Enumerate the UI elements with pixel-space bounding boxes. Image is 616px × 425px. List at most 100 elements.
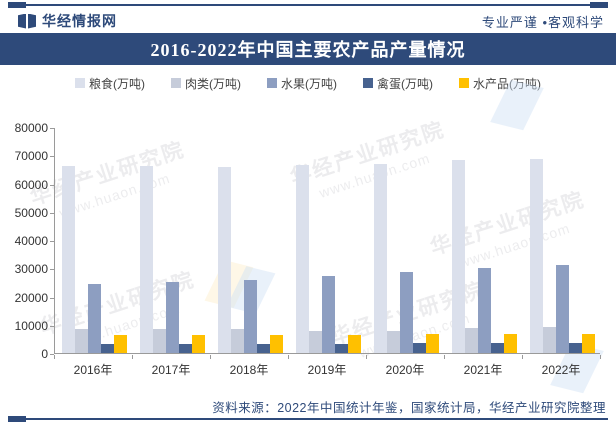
y-tick-mark bbox=[50, 156, 54, 158]
x-axis-label: 2022年 bbox=[541, 363, 581, 377]
bar-水产品(万吨)-2021年 bbox=[503, 334, 517, 353]
bar-肉类(万吨)-2017年 bbox=[152, 329, 166, 353]
bar-禽蛋(万吨)-2020年 bbox=[412, 343, 426, 353]
top-rule-right-cap bbox=[590, 2, 608, 8]
bar-肉类(万吨)-2016年 bbox=[74, 329, 88, 353]
top-rule-left-cap bbox=[8, 2, 26, 8]
bar-禽蛋(万吨)-2021年 bbox=[490, 343, 504, 353]
bar-水产品(万吨)-2016年 bbox=[113, 335, 127, 353]
bar-水产品(万吨)-2022年 bbox=[581, 334, 595, 353]
bar-粮食(万吨)-2022年 bbox=[529, 159, 543, 353]
bar-肉类(万吨)-2022年 bbox=[542, 327, 556, 353]
bar-水果(万吨)-2018年 bbox=[243, 280, 257, 353]
top-rule bbox=[8, 4, 608, 6]
bar-group bbox=[289, 128, 367, 353]
bar-水果(万吨)-2022年 bbox=[555, 265, 569, 353]
x-tick-mark bbox=[600, 355, 601, 359]
y-tick-mark bbox=[50, 212, 54, 214]
legend-label: 禽蛋(万吨) bbox=[377, 76, 433, 91]
x-tick-mark bbox=[288, 355, 289, 359]
bar-group bbox=[445, 128, 523, 353]
y-tick-mark bbox=[50, 128, 54, 129]
bar-水产品(万吨)-2019年 bbox=[347, 335, 361, 353]
legend-label: 水果(万吨) bbox=[281, 76, 337, 91]
x-axis-label: 2021年 bbox=[463, 363, 503, 377]
title-banner: 2016-2022年中国主要农产品产量情况 bbox=[0, 33, 616, 65]
y-tick-mark bbox=[50, 325, 54, 327]
x-tick-mark bbox=[210, 355, 211, 359]
bar-肉类(万吨)-2018年 bbox=[230, 329, 244, 353]
y-tick-label: 10000 bbox=[14, 318, 48, 333]
chart-title: 2016-2022年中国主要农产品产量情况 bbox=[150, 40, 466, 60]
header-slogan: 专业严谨 •客观科学 bbox=[481, 14, 604, 30]
bar-肉类(万吨)-2020年 bbox=[386, 331, 400, 353]
y-tick-mark bbox=[50, 241, 54, 242]
legend-label: 粮食(万吨) bbox=[89, 76, 145, 91]
bar-禽蛋(万吨)-2018年 bbox=[256, 344, 270, 353]
y-tick-label: 50000 bbox=[14, 205, 48, 220]
x-tick-mark bbox=[522, 355, 523, 359]
bar-水果(万吨)-2021年 bbox=[477, 268, 491, 353]
bar-禽蛋(万吨)-2022年 bbox=[568, 343, 582, 353]
bar-粮食(万吨)-2020年 bbox=[373, 164, 387, 353]
bar-水产品(万吨)-2017年 bbox=[191, 335, 205, 353]
legend-swatch bbox=[459, 78, 469, 88]
bar-水果(万吨)-2019年 bbox=[321, 276, 335, 353]
huajing-logo-icon bbox=[18, 13, 36, 29]
legend-swatch bbox=[363, 78, 373, 88]
bar-水产品(万吨)-2018年 bbox=[269, 335, 283, 353]
header: 华经情报网 专业严谨 •客观科学 bbox=[18, 10, 604, 32]
bar-group bbox=[367, 128, 445, 353]
y-tick-label: 60000 bbox=[14, 177, 48, 192]
bar-group bbox=[523, 128, 601, 353]
legend-swatch bbox=[171, 78, 181, 88]
x-tick-mark bbox=[54, 355, 55, 359]
legend-item: 禽蛋(万吨) bbox=[363, 75, 433, 92]
bar-肉类(万吨)-2021年 bbox=[464, 328, 478, 353]
legend-label: 肉类(万吨) bbox=[185, 76, 241, 91]
legend-item: 粮食(万吨) bbox=[75, 75, 145, 92]
y-tick-label: 0 bbox=[41, 347, 48, 361]
bar-禽蛋(万吨)-2019年 bbox=[334, 344, 348, 353]
bar-group bbox=[211, 128, 289, 353]
bottom-rule bbox=[8, 418, 608, 420]
legend-swatch bbox=[267, 78, 277, 88]
bar-粮食(万吨)-2018年 bbox=[217, 167, 231, 353]
y-tick-label: 30000 bbox=[14, 262, 48, 277]
brand-block: 华经情报网 bbox=[18, 11, 117, 31]
bar-粮食(万吨)-2019年 bbox=[295, 165, 309, 353]
bar-group bbox=[133, 128, 211, 353]
x-axis-label: 2020年 bbox=[385, 363, 425, 377]
source-note: 资料来源：2022年中国统计年鉴，国家统计局，华经产业研究院整理 bbox=[212, 401, 606, 415]
bar-禽蛋(万吨)-2016年 bbox=[100, 344, 114, 353]
legend-swatch bbox=[75, 78, 85, 88]
legend-item: 水产品(万吨) bbox=[459, 75, 541, 92]
brand-name: 华经情报网 bbox=[42, 13, 117, 29]
x-axis-label: 2017年 bbox=[151, 363, 191, 377]
bar-group bbox=[55, 128, 133, 353]
x-tick-mark bbox=[366, 355, 367, 359]
bar-水果(万吨)-2020年 bbox=[399, 272, 413, 353]
x-tick-mark bbox=[132, 355, 133, 359]
x-axis-label: 2018年 bbox=[229, 363, 269, 377]
x-axis-label: 2019年 bbox=[307, 363, 347, 377]
y-tick-mark bbox=[50, 184, 54, 186]
y-tick-mark bbox=[50, 354, 54, 355]
legend-item: 水果(万吨) bbox=[267, 75, 337, 92]
bar-禽蛋(万吨)-2017年 bbox=[178, 344, 192, 353]
y-tick-label: 20000 bbox=[14, 290, 48, 305]
y-tick-label: 40000 bbox=[14, 234, 48, 248]
y-tick-mark bbox=[50, 269, 54, 271]
x-tick-mark bbox=[444, 355, 445, 359]
x-axis-label: 2016年 bbox=[73, 363, 113, 377]
bottom-rule-left-cap bbox=[8, 416, 26, 422]
bar-肉类(万吨)-2019年 bbox=[308, 331, 322, 353]
plot-area bbox=[54, 128, 600, 354]
y-tick-label: 70000 bbox=[14, 149, 48, 164]
bar-粮食(万吨)-2017年 bbox=[139, 166, 153, 353]
y-tick-mark bbox=[50, 297, 54, 299]
legend: 粮食(万吨) 肉类(万吨) 水果(万吨) 禽蛋(万吨) 水产品(万吨) bbox=[0, 74, 616, 92]
bar-水果(万吨)-2017年 bbox=[165, 282, 179, 353]
legend-label: 水产品(万吨) bbox=[473, 76, 541, 91]
